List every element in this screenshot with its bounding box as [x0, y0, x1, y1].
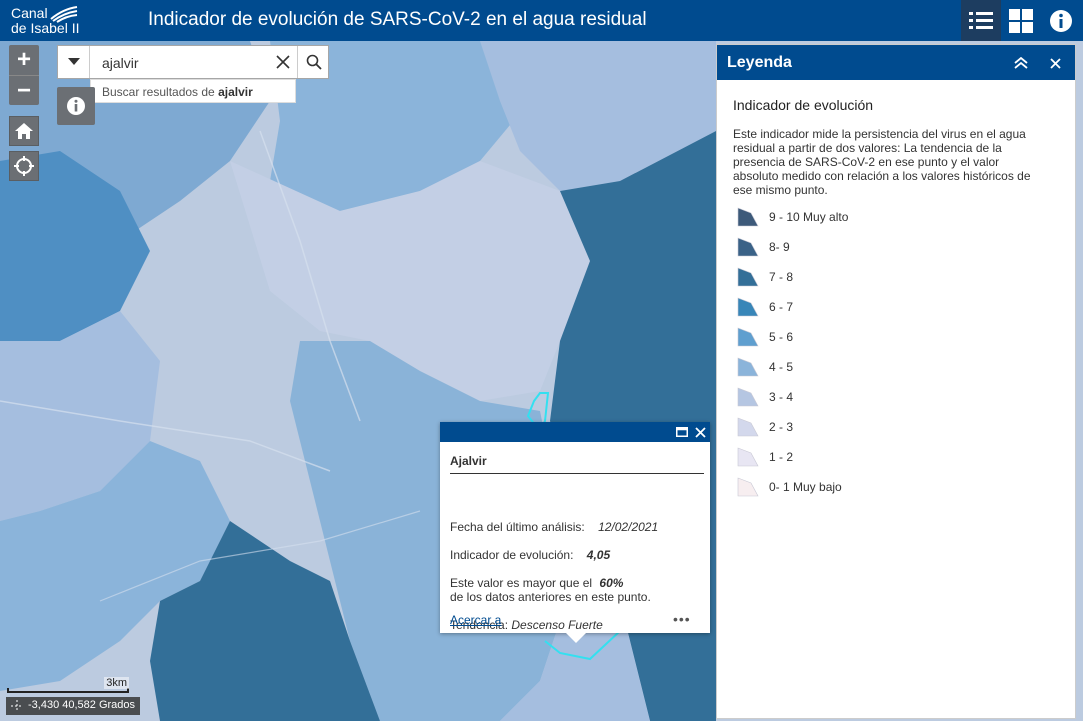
legend-swatch: [737, 267, 759, 287]
indicator-label: Indicador de evolución:: [450, 548, 574, 562]
legend-swatch: [737, 477, 759, 497]
popup-divider: [450, 473, 704, 474]
date-label: Fecha del último análisis:: [450, 520, 585, 534]
legend-item-label: 8- 9: [769, 240, 790, 254]
info-icon: [67, 97, 85, 115]
zoom-to-link[interactable]: Acercar a: [450, 613, 502, 627]
legend-item-label: 4 - 5: [769, 360, 794, 374]
search-submit-button[interactable]: [297, 46, 329, 78]
popup-compare-row: Este valor es mayor que el 60%: [450, 576, 623, 590]
caret-down-icon: [67, 58, 80, 65]
more-actions-button[interactable]: •••: [673, 611, 691, 627]
legend-swatch: [737, 297, 759, 317]
legend-swatch: [737, 357, 759, 377]
date-value: 12/02/2021: [598, 520, 659, 534]
scalebar-label: 3km: [104, 677, 129, 689]
popup-trend-row: Tendencia: Descenso Fuerte: [450, 618, 603, 632]
legend-item-label: 7 - 8: [769, 270, 794, 284]
trend-value: Descenso Fuerte: [511, 618, 603, 632]
maximize-icon: [676, 427, 688, 437]
legend-swatch: [737, 237, 759, 257]
info-icon: [1050, 9, 1072, 32]
close-icon: [276, 55, 290, 69]
locate-button[interactable]: [9, 151, 39, 181]
popup-maximize-button[interactable]: [674, 424, 690, 440]
legend-swatch: [737, 447, 759, 467]
home-icon: [15, 123, 33, 139]
legend-header: Leyenda: [717, 45, 1075, 80]
map-region: [150, 521, 380, 721]
map-region: [270, 41, 530, 231]
app-title: Indicador de evolución de SARS-CoV-2 en …: [148, 9, 647, 30]
popup-pointer: [566, 633, 586, 643]
search-source-dropdown[interactable]: [58, 46, 90, 78]
search-suggestion[interactable]: Buscar resultados de ajalvir: [90, 79, 296, 103]
coordinates-text: -3,430 40,582 Grados: [28, 699, 136, 711]
double-chevron-up-icon: [1014, 57, 1028, 69]
legend-panel: Leyenda Indicador de evolución Este indi…: [716, 44, 1076, 719]
scalebar: 3km: [7, 677, 129, 697]
about-button[interactable]: [1041, 0, 1081, 41]
map-region: [0, 311, 160, 521]
popup-header: [440, 422, 710, 442]
info-button[interactable]: [57, 87, 95, 125]
legend-item-label: 6 - 7: [769, 300, 794, 314]
zoom-control: + −: [9, 45, 39, 105]
logo-line1: Canal: [11, 5, 48, 21]
search-clear-button[interactable]: [271, 50, 295, 74]
search-icon: [306, 54, 322, 70]
legend-swatch: [737, 387, 759, 407]
legend-swatch: [737, 207, 759, 227]
home-button[interactable]: [9, 116, 39, 146]
basemap-gallery-icon: [1009, 8, 1033, 33]
app-header: Canal de Isabel II Indicador de evolució…: [0, 0, 1083, 41]
popup-date-row: Fecha del último análisis: 12/02/2021: [450, 520, 658, 534]
legend-description: Este indicador mide la persistencia del …: [733, 127, 1031, 197]
legend-button[interactable]: [961, 0, 1001, 41]
logo-waves-icon: [50, 6, 78, 23]
map-region: [0, 151, 150, 351]
legend-title: Leyenda: [727, 54, 792, 71]
legend-item-label: 0- 1 Muy bajo: [769, 480, 842, 494]
canal-isabel-logo: Canal de Isabel II: [11, 5, 81, 37]
compare-value: 60%: [599, 576, 624, 590]
close-icon: [694, 426, 706, 438]
indicator-value: 4,05: [586, 548, 611, 562]
legend-collapse-button[interactable]: [1011, 53, 1031, 73]
legend-swatch: [737, 327, 759, 347]
search-widget: ajalvir: [57, 45, 329, 79]
legend-item-label: 3 - 4: [769, 390, 794, 404]
legend-layer-title: Indicador de evolución: [733, 97, 874, 113]
legend-swatch: [737, 417, 759, 437]
compare-prefix: Este valor es mayor que el: [450, 576, 593, 590]
popup-close-button[interactable]: [692, 424, 708, 440]
close-icon: [1049, 57, 1061, 69]
map-region: [480, 41, 716, 191]
zoom-in-button[interactable]: +: [16, 46, 31, 73]
popup-title: Ajalvir: [450, 454, 487, 468]
suggestion-prefix: Buscar resultados de: [102, 85, 215, 99]
map-region: [230, 161, 590, 401]
legend-item-label: 1 - 2: [769, 450, 794, 464]
legend-close-button[interactable]: [1045, 53, 1065, 73]
legend-icon: [969, 11, 993, 29]
crosshair-icon: [11, 700, 23, 712]
locate-icon: [14, 156, 34, 176]
map-region: [0, 441, 230, 691]
feature-popup: Ajalvir Fecha del último análisis: 12/02…: [440, 422, 710, 643]
coordinates-display[interactable]: -3,430 40,582 Grados: [6, 697, 141, 715]
logo-line2: de Isabel II: [11, 20, 80, 36]
popup-indicator-row: Indicador de evolución: 4,05: [450, 548, 610, 562]
basemap-gallery-button[interactable]: [1001, 0, 1041, 41]
trend-label: Tendencia:: [450, 618, 509, 632]
legend-item-label: 2 - 3: [769, 420, 794, 434]
suggestion-term: ajalvir: [218, 85, 253, 99]
zoom-out-button[interactable]: −: [9, 75, 39, 105]
legend-item-label: 9 - 10 Muy alto: [769, 210, 849, 224]
legend-item-label: 5 - 6: [769, 330, 794, 344]
search-input[interactable]: ajalvir: [102, 55, 139, 71]
map-view[interactable]: + − ajalvir: [0, 41, 1083, 721]
popup-compare-suffix: de los datos anteriores en este punto.: [450, 590, 651, 604]
